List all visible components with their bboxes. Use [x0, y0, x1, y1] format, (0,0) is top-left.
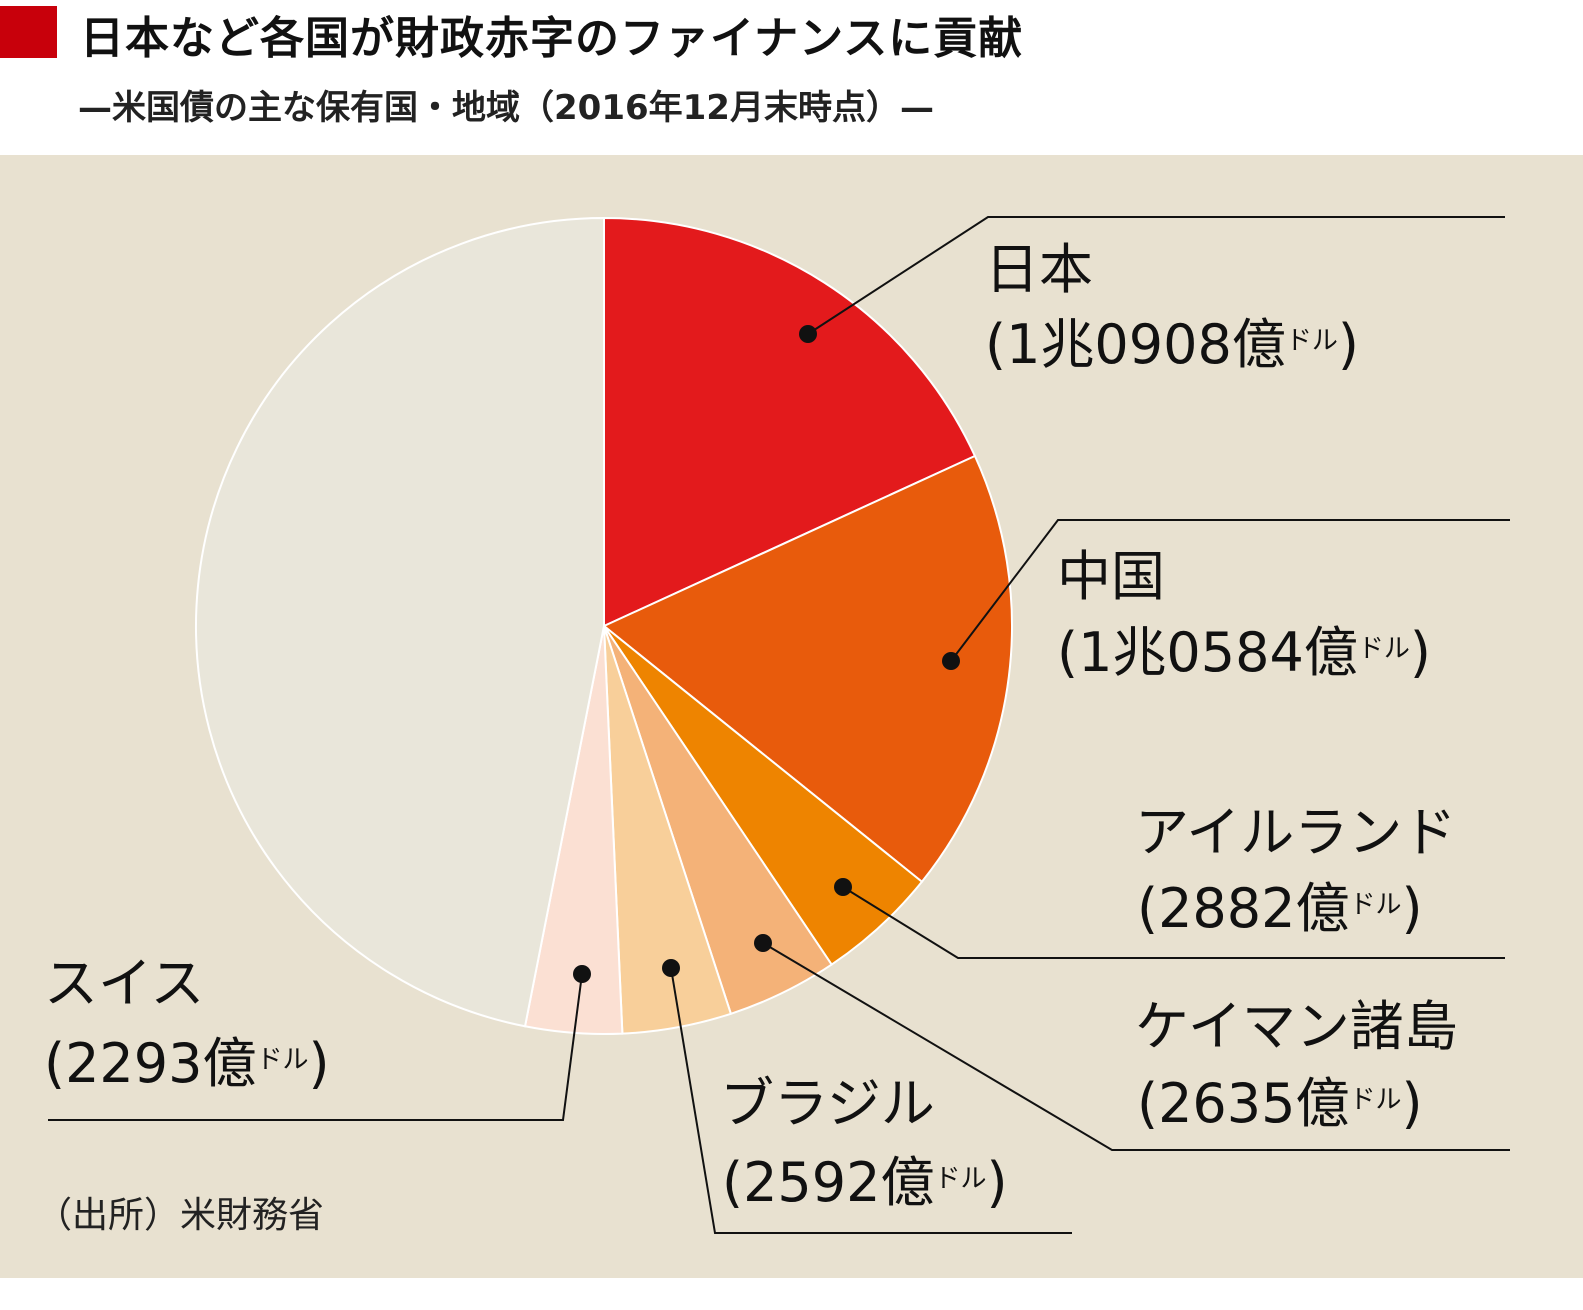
value-japan: (1兆0908億ドル) [985, 313, 1359, 376]
value-switzerland: (2293億ドル) [44, 1032, 330, 1095]
label-ireland: アイルランド [1135, 801, 1457, 864]
leader-dot-brazil [662, 959, 680, 977]
leader-line-ireland [842, 886, 1505, 959]
leader-dot-china [942, 652, 960, 670]
chart-title: 日本など各国が財政赤字のファイナンスに貢献 [80, 13, 1024, 64]
value-cayman: (2635億ドル) [1137, 1072, 1423, 1135]
source-note: （出所）米財務省 [36, 1195, 325, 1236]
leader-line-switzerland [48, 973, 583, 1121]
label-cayman: ケイマン諸島 [1135, 995, 1458, 1058]
pie-slice-china [602, 454, 1013, 884]
chart-subtitle: —米国債の主な保有国・地域（2016年12月末時点）— [78, 88, 934, 128]
leader-dot-switzerland [573, 965, 591, 983]
label-china: 中国 [1057, 545, 1165, 608]
leader-line-japan [807, 216, 1505, 335]
label-japan: 日本 [985, 238, 1093, 301]
pie-slice-japan [603, 216, 977, 628]
leader-line-brazil [670, 967, 1072, 1234]
leader-dot-japan [799, 325, 817, 343]
value-brazil: (2592億ドル) [722, 1151, 1008, 1214]
label-switzerland: スイス [44, 952, 205, 1015]
pie-slice-other [195, 216, 605, 1028]
value-ireland: (2882億ドル) [1137, 877, 1423, 940]
label-brazil: ブラジル [720, 1072, 935, 1135]
value-china: (1兆0584億ドル) [1057, 621, 1431, 684]
leader-line-china [950, 519, 1510, 662]
leader-line-cayman [762, 942, 1510, 1151]
title-marker [0, 6, 57, 58]
leader-dot-cayman [754, 934, 772, 952]
leader-dot-ireland [834, 878, 852, 896]
